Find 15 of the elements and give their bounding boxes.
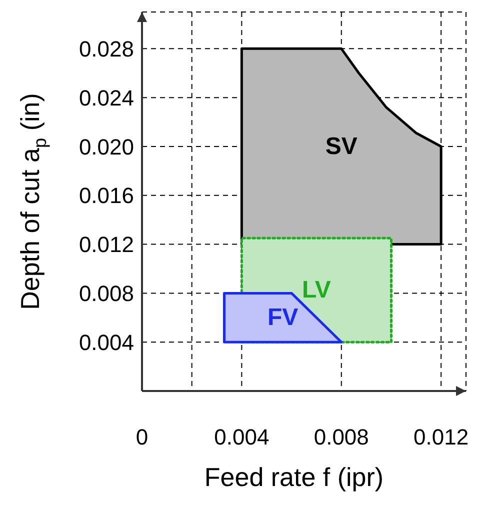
y-tick-label: 0.020 <box>78 134 134 160</box>
y-tick-label: 0.016 <box>78 183 134 208</box>
x-tick-label: 0 <box>136 424 148 450</box>
y-tick-label: 0.012 <box>78 232 134 258</box>
y-tick-label: 0.004 <box>78 330 134 355</box>
y-tick-label: 0.008 <box>78 281 134 306</box>
y-tick-label: 0.028 <box>78 36 134 62</box>
x-tick-label: 0.008 <box>314 424 369 450</box>
x-tick-label: 0.004 <box>214 424 270 450</box>
series-label: SV <box>325 132 358 160</box>
y-tick-label: 0.024 <box>78 85 134 110</box>
x-axis-title: Feed rate f (ipr) <box>204 462 384 492</box>
series-label: FV <box>267 304 298 332</box>
x-tick-label: 0.012 <box>414 424 469 450</box>
series-label: LV <box>302 276 331 304</box>
